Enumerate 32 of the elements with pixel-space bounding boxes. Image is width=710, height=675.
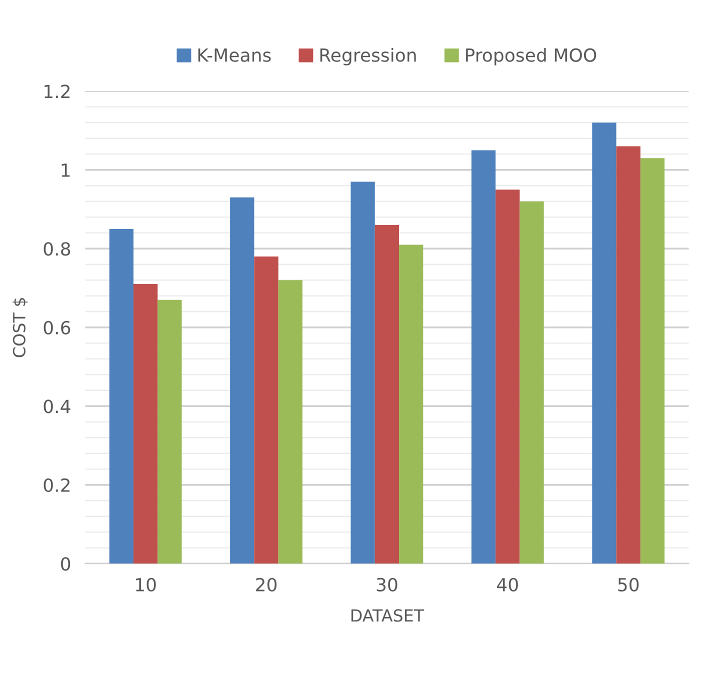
y-tick-label: 0 (61, 557, 70, 571)
bar (133, 284, 158, 564)
bar (350, 182, 375, 564)
bar (640, 158, 665, 564)
x-tick-label: 20 (256, 578, 277, 592)
y-tick-label: 0.2 (44, 478, 70, 492)
bar (374, 225, 400, 564)
bar (230, 197, 254, 564)
x-tick-label: 40 (497, 578, 518, 592)
y-tick-label: 0.6 (44, 320, 70, 334)
y-axis-title: COST $ (12, 298, 28, 358)
bar (278, 280, 302, 564)
bar (399, 244, 424, 564)
x-tick-label: 30 (376, 578, 398, 592)
bar (616, 146, 640, 564)
y-tick-label: 1.2 (44, 84, 70, 98)
bar (520, 201, 544, 564)
bar (109, 228, 134, 564)
bar (471, 150, 496, 564)
x-tick-label: 50 (618, 578, 639, 592)
y-tick-label: 0.8 (44, 242, 70, 256)
bar (254, 256, 278, 564)
legend-label: K-Means (198, 48, 271, 62)
x-tick-label: 10 (136, 578, 156, 592)
legend-label: Regression (320, 48, 416, 66)
y-tick-label: 1 (62, 164, 70, 177)
bar (592, 122, 616, 564)
x-axis-title: DATASET (351, 609, 424, 622)
legend-label: Proposed MOO (466, 48, 596, 66)
y-tick-label: 0.4 (44, 400, 70, 414)
bar (158, 300, 182, 564)
bar (496, 190, 520, 564)
